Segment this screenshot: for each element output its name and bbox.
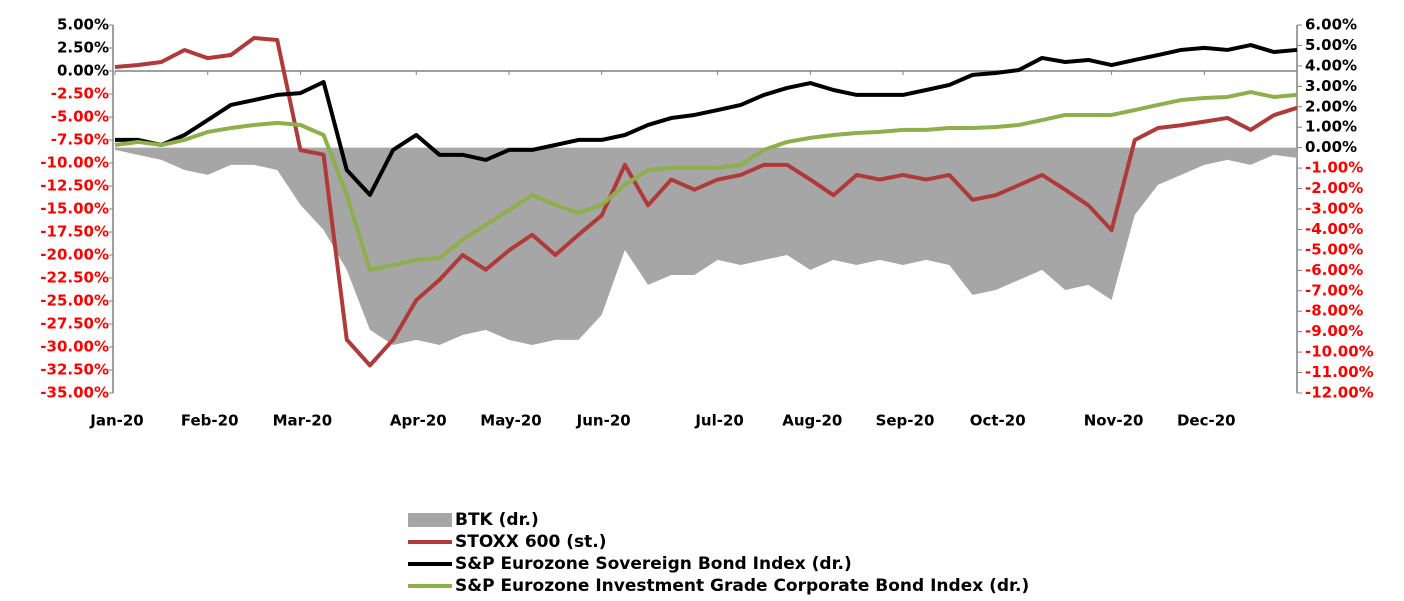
y-tick-label: 2.50% [57,39,109,57]
legend-label: S&P Eurozone Sovereign Bond Index (dr.) [455,554,852,574]
y-tick-label: -15.00% [40,200,109,218]
y2-tick-label: 5.00% [1305,36,1357,54]
y2-tick-label: 4.00% [1305,56,1357,74]
y2-tick-label: -6.00% [1305,261,1363,279]
legend-label: BTK (dr.) [455,510,539,530]
y-tick-label: -5.00% [51,108,109,126]
line [114,35,1298,368]
y2-tick-label: 2.00% [1305,97,1357,115]
line [114,90,1298,272]
x-tick-label: Jan-20 [89,412,143,430]
y2-tick-label: -2.00% [1305,179,1363,197]
y2-tick-label: -8.00% [1305,302,1363,320]
y-tick-label: -27.50% [40,315,109,333]
y-tick-label: -10.00% [40,154,109,172]
y2-tick-label: -1.00% [1305,159,1363,177]
y-tick-label: -32.50% [40,361,109,379]
x-tick-label: Apr-20 [390,412,447,430]
y2-tick-label: 1.00% [1305,118,1357,136]
y2-tick-label: -9.00% [1305,322,1363,340]
y-tick-label: -35.00% [40,384,109,402]
y-tick-label: 0.00% [57,62,109,80]
x-tick-label: Dec-20 [1177,412,1236,430]
y2-tick-label: -12.00% [1305,384,1374,402]
y-tick-label: -17.50% [40,223,109,241]
y-tick-label: -7.50% [51,131,109,149]
y2-tick-label: -7.00% [1305,281,1363,299]
line [115,43,1298,197]
x-tick-label: Sep-20 [876,412,935,430]
y2-tick-label: -4.00% [1305,220,1363,238]
y-tick-label: 5.00% [57,16,109,34]
y-tick-label: -30.00% [40,338,109,356]
x-tick-label: Feb-20 [181,412,239,430]
y-tick-label: -2.50% [51,85,109,103]
legend-label: STOXX 600 (st.) [455,532,606,552]
area [115,147,1297,345]
y2-tick-label: 0.00% [1305,138,1357,156]
y2-tick-label: 3.00% [1305,77,1357,95]
legend-swatch [408,513,452,527]
x-tick-label: May-20 [480,412,541,430]
y-tick-label: -20.00% [40,246,109,264]
y2-tick-label: -11.00% [1305,363,1374,381]
y-tick-label: -22.50% [40,269,109,287]
y2-tick-label: -5.00% [1305,240,1363,258]
x-tick-label: Oct-20 [970,412,1026,430]
x-tick-label: Jun-20 [576,412,631,430]
x-tick-label: Aug-20 [782,412,842,430]
y2-tick-label: -3.00% [1305,200,1363,218]
y2-tick-label: -10.00% [1305,343,1374,361]
y2-tick-label: 6.00% [1305,16,1357,34]
x-tick-label: Mar-20 [273,412,333,430]
y-tick-label: -25.00% [40,292,109,310]
legend-label: S&P Eurozone Investment Grade Corporate … [455,576,1029,596]
x-tick-label: Nov-20 [1084,412,1144,430]
x-tick-label: Jul-20 [694,412,744,430]
y-tick-label: -12.50% [40,177,109,195]
